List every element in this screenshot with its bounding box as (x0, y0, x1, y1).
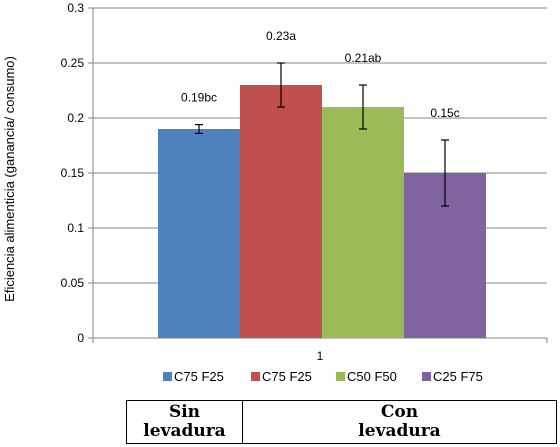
legend-swatch (422, 372, 431, 381)
legend-swatch (163, 372, 172, 381)
data-label: 0.19bc (181, 91, 217, 105)
legend-label: C25 F75 (433, 369, 483, 384)
x-tick-label: 1 (317, 349, 324, 363)
bar (158, 129, 240, 338)
legend-label: C50 F50 (347, 369, 397, 384)
group-cell-con-levadura: Con levadura (358, 402, 441, 441)
legend-label: C75 F25 (174, 369, 224, 384)
y-tick-label: 0.1 (67, 221, 84, 235)
y-tick-label: 0.3 (67, 1, 84, 15)
data-label: 0.15c (430, 106, 459, 120)
data-label: 0.23a (266, 29, 296, 43)
group-table: Sin levadura Con levadura (126, 400, 557, 444)
y-tick-label: 0.15 (61, 166, 85, 180)
group-cell-sin-levadura: Sin levadura (127, 401, 243, 443)
y-tick-label: 0.25 (61, 56, 85, 70)
y-tick-label: 0 (77, 331, 84, 345)
y-tick-label: 0.2 (67, 111, 84, 125)
bar (240, 85, 322, 338)
bar (322, 107, 404, 338)
y-tick-label: 0.05 (61, 276, 85, 290)
data-label: 0.21ab (345, 51, 382, 65)
bar-chart: 0 0.05 0.1 0.15 0.2 0.25 0.3 Eficiencia aliment… (2, 1, 548, 384)
y-axis-title: Eficiencia alimenticia (ganancia/ consum… (2, 56, 17, 302)
legend-label: C75 F25 (262, 369, 312, 384)
legend-swatch (336, 372, 345, 381)
legend-swatch (251, 372, 260, 381)
